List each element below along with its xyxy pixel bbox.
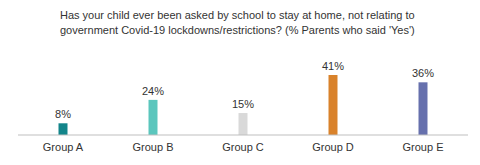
svg-text:8%: 8% [55,108,71,120]
html-text:Has your child ever been asked: Has your child ever been asked by school… [60,9,415,36]
svg-text:41%: 41% [322,60,344,72]
svg-text:Group B: Group B [133,141,174,153]
svg-text:36%: 36% [412,67,434,79]
svg-text:Group A: Group A [43,141,84,153]
svg-text:Group C: Group C [222,141,264,153]
svg-text:24%: 24% [142,85,164,97]
svg-text:15%: 15% [232,98,254,110]
svg-text:Group D: Group D [312,141,354,153]
svg-text:Group E: Group E [403,141,444,153]
